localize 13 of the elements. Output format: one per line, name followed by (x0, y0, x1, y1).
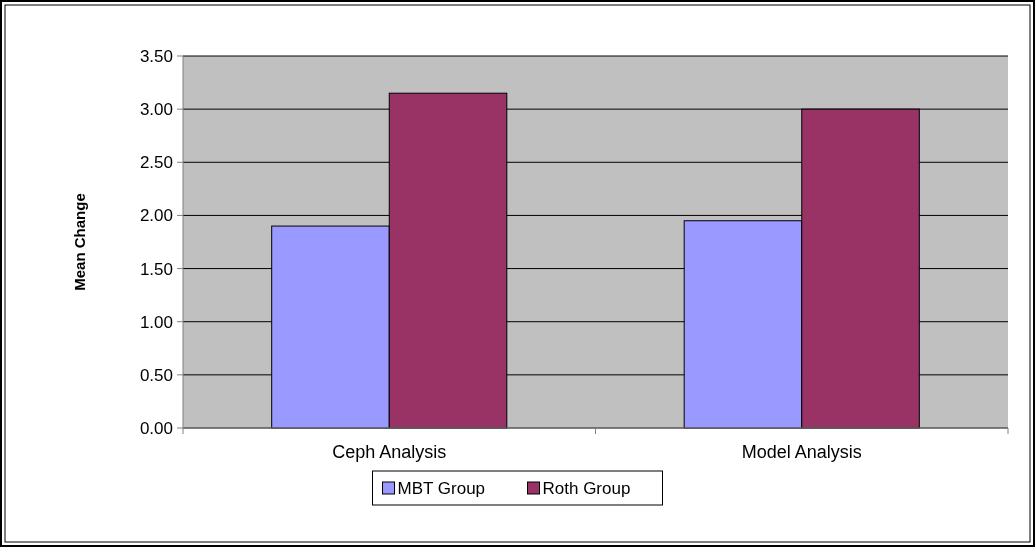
y-tick-label: 0.50 (139, 365, 173, 385)
y-tick-label: 2.50 (139, 153, 173, 173)
x-tick-label: Ceph Analysis (332, 442, 447, 462)
y-tick-label: 0.00 (139, 418, 173, 438)
legend-label: MBT Group (397, 478, 486, 498)
y-tick-label: 2.00 (139, 206, 173, 226)
y-tick-label: 1.00 (139, 312, 173, 332)
y-axis-title: Mean Change (71, 193, 88, 291)
y-tick-label: 3.00 (139, 100, 173, 120)
y-tick-label: 1.50 (139, 259, 173, 279)
y-tick-label: 3.50 (139, 46, 173, 66)
x-tick-label: Model Analysis (741, 442, 862, 462)
legend-label: Roth Group (542, 478, 631, 498)
